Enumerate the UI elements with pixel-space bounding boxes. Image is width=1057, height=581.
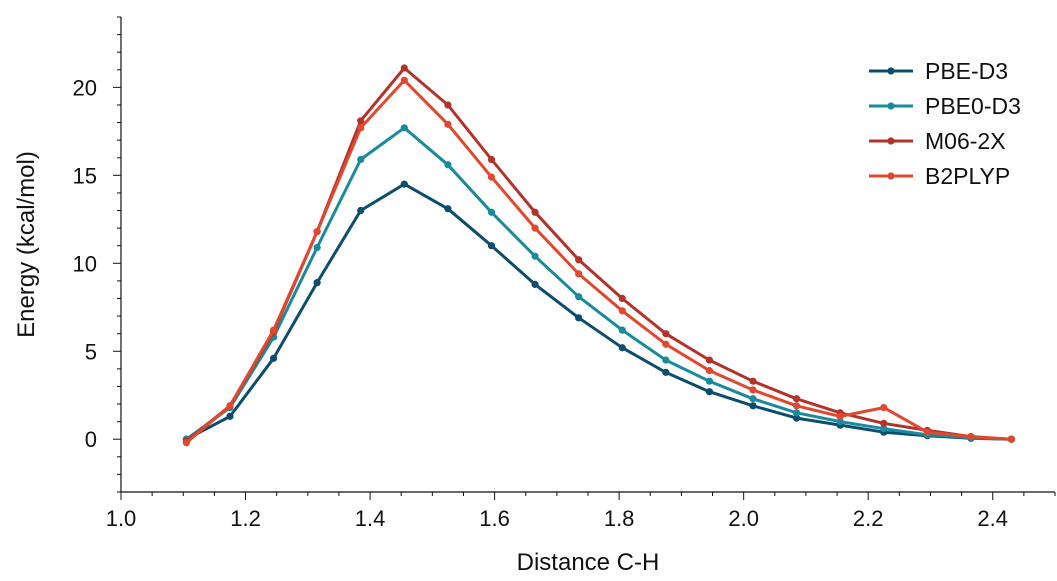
y-tick-label: 10 <box>73 251 97 276</box>
y-tick-label: 5 <box>85 339 97 364</box>
x-tick-label: 1.0 <box>106 506 137 531</box>
data-point <box>444 161 452 169</box>
data-point <box>880 425 888 433</box>
legend-label: B2PLYP <box>925 163 1010 189</box>
data-point <box>880 403 888 412</box>
data-point <box>749 377 757 385</box>
data-point <box>662 368 670 376</box>
data-point <box>531 224 539 232</box>
series-line <box>185 78 1012 444</box>
data-point <box>357 124 365 132</box>
data-point <box>662 356 670 364</box>
series-line <box>185 66 1012 443</box>
series-line <box>185 126 1012 441</box>
data-point <box>313 243 321 252</box>
data-point <box>357 206 365 215</box>
x-tick-label: 2.4 <box>977 506 1008 531</box>
data-point <box>705 367 714 375</box>
legend-swatch-marker <box>887 172 895 180</box>
data-point <box>400 124 408 132</box>
data-point <box>400 180 408 188</box>
data-point <box>749 386 757 394</box>
y-axis-title: Energy (kcal/mol) <box>13 151 40 338</box>
data-point <box>923 428 931 436</box>
y-tick-label: 20 <box>73 75 97 100</box>
data-point <box>182 439 190 447</box>
legend-swatch-marker <box>887 67 895 75</box>
data-point <box>269 354 278 362</box>
data-point <box>749 395 757 403</box>
y-tick-label: 15 <box>73 163 97 188</box>
x-axis-title: Distance C-H <box>517 549 660 576</box>
data-point <box>792 402 801 410</box>
data-point <box>400 64 408 72</box>
x-tick-label: 1.8 <box>604 506 635 531</box>
series-pbe0-d3 <box>182 124 1016 443</box>
x-tick-label: 1.2 <box>230 506 261 531</box>
data-point <box>226 412 234 420</box>
data-point <box>662 330 670 338</box>
data-point <box>792 414 801 422</box>
data-point <box>618 294 626 303</box>
data-point <box>226 402 234 410</box>
legend-swatch-marker <box>887 137 895 145</box>
x-tick-label: 2.0 <box>728 506 759 531</box>
data-point <box>792 409 801 417</box>
data-point <box>792 395 801 403</box>
x-tick-label: 1.4 <box>355 506 386 531</box>
data-point <box>618 326 626 334</box>
data-point <box>575 256 583 264</box>
legend-item: PBE0-D3 <box>869 93 1021 119</box>
data-point <box>531 280 539 289</box>
data-point <box>313 279 321 287</box>
data-point <box>487 242 496 250</box>
data-point <box>836 418 844 426</box>
legend-item: PBE-D3 <box>869 58 1008 84</box>
data-point <box>444 101 452 109</box>
data-point <box>487 208 496 216</box>
legend-label: PBE0-D3 <box>925 93 1021 119</box>
legend-item: B2PLYP <box>869 163 1010 189</box>
legend-label: M06-2X <box>925 128 1006 154</box>
series-layer <box>182 64 1016 447</box>
data-point <box>531 208 539 216</box>
data-point <box>705 388 714 396</box>
legend-label: PBE-D3 <box>925 58 1008 84</box>
legend-swatch-marker <box>887 102 895 110</box>
axes: 1.0 1.2 1.4 1.6 1.8 2.0 2.2 2.4 0 5 10 15 20 <box>73 16 1056 531</box>
y-tick-label: 0 <box>85 427 97 452</box>
data-point <box>357 155 365 164</box>
data-point <box>575 270 583 278</box>
legend: PBE-D3 PBE0-D3 M06-2X B2PLYP <box>869 58 1021 189</box>
data-point <box>531 252 539 260</box>
data-point <box>1007 435 1016 443</box>
data-point <box>662 340 670 348</box>
data-point <box>575 293 583 301</box>
data-point <box>836 412 844 420</box>
data-point <box>749 402 757 410</box>
data-point <box>313 228 321 236</box>
data-point <box>618 307 626 315</box>
x-tick-label: 2.2 <box>853 506 884 531</box>
data-point <box>357 117 365 125</box>
data-point <box>444 120 452 128</box>
data-point <box>575 314 583 322</box>
data-point <box>705 377 714 385</box>
legend-item: M06-2X <box>869 128 1006 154</box>
data-point <box>618 344 626 352</box>
data-point <box>487 155 496 164</box>
data-point <box>487 173 496 181</box>
x-tick-label: 1.6 <box>479 506 510 531</box>
data-point <box>269 326 278 334</box>
data-point <box>705 356 714 364</box>
series-b2plyp <box>182 76 1016 447</box>
data-point <box>444 205 452 213</box>
data-point <box>400 76 408 84</box>
data-point <box>967 432 975 441</box>
data-point <box>880 419 888 427</box>
series-line <box>185 182 1012 441</box>
